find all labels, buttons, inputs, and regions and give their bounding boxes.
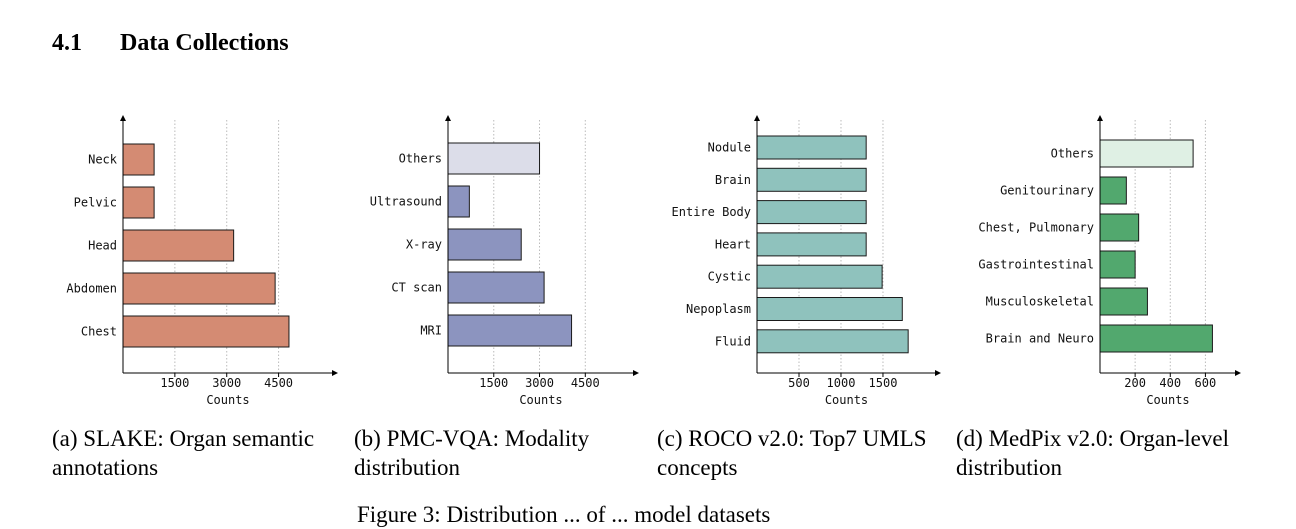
- chart-panel-3: [1097, 115, 1241, 377]
- y-axis-arrow: [754, 115, 760, 121]
- x-axis-label: Counts: [825, 393, 868, 407]
- chart-panel-0: [120, 115, 338, 377]
- category-label: Heart: [715, 237, 751, 251]
- bar: [1099, 324, 1213, 353]
- charts-canvas: Neck Pelvic Head Abdomen Chest 1500 3000 4500 Co…: [66, 115, 1241, 407]
- x-tick-label: 3000: [525, 376, 554, 390]
- x-tick-label: 600: [1195, 376, 1217, 390]
- x-axis-arrow: [1235, 370, 1241, 376]
- x-axis-arrow: [935, 370, 941, 376]
- y-axis-arrow: [120, 115, 126, 121]
- category-label: Ultrasound: [370, 195, 442, 209]
- bar: [122, 143, 155, 176]
- category-label: Neck: [88, 153, 118, 167]
- bar: [447, 185, 470, 218]
- category-label: Cystic: [708, 270, 751, 284]
- bar: [756, 200, 867, 225]
- bar: [756, 329, 909, 354]
- x-tick-label: 400: [1159, 376, 1181, 390]
- category-label: Gastrointestinal: [978, 258, 1094, 272]
- x-tick-label: 200: [1124, 376, 1146, 390]
- category-label: Head: [88, 239, 117, 253]
- category-label: MRI: [420, 324, 442, 338]
- x-tick-label: 4500: [571, 376, 600, 390]
- bar: [756, 135, 867, 160]
- category-label: Brain: [715, 173, 751, 187]
- category-label: Brain and Neuro: [986, 332, 1094, 346]
- bar: [1099, 250, 1136, 279]
- caption-b: (b) PMC-VQA: Modality distribution: [354, 426, 590, 480]
- chart-panel-1: [445, 115, 639, 377]
- x-axis-arrow: [332, 370, 338, 376]
- chart-panel-2: [754, 115, 941, 377]
- bar: [756, 264, 883, 289]
- bar: [447, 142, 541, 175]
- caption-a: (a) SLAKE: Organ semantic annotations: [52, 426, 315, 480]
- section-title: Data Collections: [120, 30, 289, 56]
- x-tick-label: 1500: [479, 376, 508, 390]
- x-axis-label: Counts: [206, 393, 249, 407]
- category-label: Abdomen: [66, 282, 117, 296]
- x-tick-label: 1500: [160, 376, 189, 390]
- category-label: Others: [1051, 147, 1094, 161]
- bar: [756, 232, 867, 257]
- bar: [122, 229, 235, 262]
- bar: [122, 272, 276, 305]
- bar: [447, 271, 545, 304]
- x-tick-label: 3000: [212, 376, 241, 390]
- category-label: Others: [399, 152, 442, 166]
- bar: [1099, 213, 1140, 242]
- category-label: X-ray: [406, 238, 442, 252]
- category-label: Nodule: [708, 141, 751, 155]
- x-tick-label: 500: [788, 376, 810, 390]
- x-tick-label: 4500: [264, 376, 293, 390]
- section-number: 4.1: [52, 30, 82, 56]
- bar: [122, 315, 290, 348]
- bar: [122, 186, 155, 219]
- section-heading: 4.1 Data Collections: [52, 30, 289, 57]
- category-label: Chest: [81, 325, 117, 339]
- bar: [1099, 287, 1148, 316]
- x-tick-label: 1500: [869, 376, 898, 390]
- category-label: Genitourinary: [1000, 184, 1094, 198]
- category-label: Musculoskeletal: [986, 295, 1094, 309]
- bar: [1099, 139, 1194, 168]
- category-label: Nepoplasm: [686, 302, 751, 316]
- figure-caption: Figure 3: Distribution ... of ... model …: [357, 502, 771, 527]
- bar: [447, 228, 522, 261]
- category-label: Fluid: [715, 334, 751, 348]
- caption-c: (c) ROCO v2.0: Top7 UMLS concepts: [657, 426, 927, 480]
- bar: [756, 297, 903, 321]
- x-axis-label: Counts: [1146, 393, 1189, 407]
- category-label: CT scan: [391, 281, 442, 295]
- x-axis-arrow: [633, 370, 639, 376]
- category-label: Pelvic: [74, 196, 117, 210]
- x-tick-label: 1000: [827, 376, 856, 390]
- bar: [1099, 176, 1127, 205]
- caption-d: (d) MedPix v2.0: Organ-level distributio…: [956, 426, 1229, 480]
- y-axis-arrow: [445, 115, 451, 121]
- bar: [447, 314, 573, 347]
- y-axis-arrow: [1097, 115, 1103, 121]
- category-label: Chest, Pulmonary: [978, 221, 1094, 235]
- bar: [756, 167, 867, 192]
- category-label: Entire Body: [672, 205, 751, 219]
- x-axis-label: Counts: [519, 393, 562, 407]
